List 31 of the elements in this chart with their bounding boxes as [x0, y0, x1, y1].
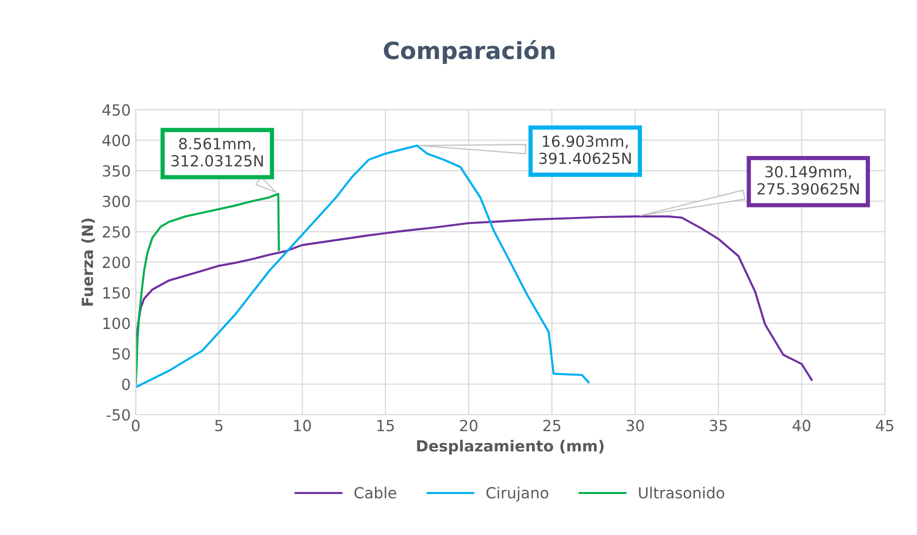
legend-label: Cable: [354, 486, 396, 499]
x-tick-label: 30: [626, 420, 644, 432]
x-tick-label: 35: [710, 420, 727, 432]
y-tick-label: 150: [103, 287, 130, 299]
y-tick-label: 400: [102, 134, 130, 146]
y-tick-label: 350: [102, 165, 130, 177]
x-tick-label: 0: [132, 420, 140, 432]
x-tick-label: 10: [294, 420, 311, 432]
annotation: 30.149mm, 275.390625N: [758, 166, 859, 195]
y-axis-title: Fuerza (N): [81, 218, 95, 306]
y-tick-label: -50: [106, 409, 130, 421]
y-tick-label: 200: [102, 256, 130, 268]
legend-label: Ultrasonido: [639, 486, 724, 499]
y-tick-label: 450: [102, 104, 130, 116]
x-tick-label: 5: [215, 420, 222, 432]
x-tick-label: 25: [543, 420, 560, 432]
line-series: [136, 192, 280, 386]
y-tick-label: 250: [102, 226, 130, 238]
x-tick-label: 45: [876, 420, 894, 432]
y-tick-label: 100: [103, 318, 130, 330]
x-tick-label: 15: [377, 420, 394, 432]
chart-title: Comparación: [384, 40, 554, 64]
x-axis-title: Desplazamiento (mm): [417, 440, 604, 455]
x-tick-label: 20: [460, 420, 478, 432]
y-tick-label: 50: [112, 348, 130, 360]
x-tick-label: 40: [792, 420, 810, 432]
annotation: 16.903mm, 391.40625N: [539, 135, 631, 164]
y-tick-label: 0: [122, 378, 130, 390]
legend-label: Cirujano: [486, 486, 548, 502]
y-tick-label: 300: [102, 196, 130, 208]
annotation: 8.561mm, 312.03125N: [171, 138, 263, 167]
